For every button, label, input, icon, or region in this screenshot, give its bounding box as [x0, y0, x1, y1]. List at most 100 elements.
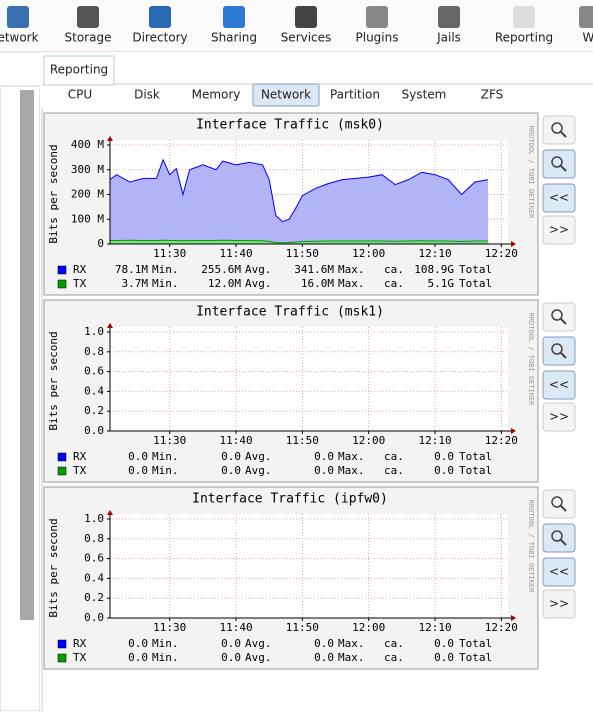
toolbar-icon[interactable] — [7, 6, 29, 28]
zoom-button[interactable] — [542, 523, 576, 553]
scrollbar[interactable] — [20, 90, 34, 620]
y-tick-label: 0.2 — [84, 404, 104, 417]
legend-label: Max. — [338, 651, 365, 664]
nav-button-label[interactable]: >> — [549, 597, 569, 611]
legend-label: Max. — [338, 464, 365, 477]
x-tick-label: 12:00 — [352, 621, 385, 634]
legend-label: Min. — [152, 637, 179, 650]
toolbar-icon[interactable] — [579, 6, 593, 28]
toolbar-label[interactable]: Plugins — [356, 31, 399, 45]
nav-button[interactable] — [542, 402, 576, 432]
toolbar-label[interactable]: Jails — [436, 31, 461, 45]
zoom-button[interactable] — [542, 336, 576, 366]
zoom-icon[interactable] — [560, 165, 567, 172]
legend-value: 255.6M — [201, 263, 241, 276]
zoom-button[interactable] — [542, 302, 576, 332]
y-tick-label: 0.2 — [84, 591, 104, 604]
zoom-button[interactable] — [542, 489, 576, 519]
zoom-icon[interactable] — [560, 539, 567, 546]
toolbar-label[interactable]: Directory — [132, 31, 187, 45]
tab[interactable] — [43, 55, 115, 86]
subtab-label[interactable]: Partition — [330, 88, 380, 102]
nav-button-label[interactable]: << — [549, 378, 569, 392]
legend-name: RX — [73, 450, 87, 463]
nav-button[interactable] — [542, 589, 576, 619]
x-tick-label: 12:10 — [418, 434, 451, 447]
legend-value: 108.9G — [414, 263, 454, 276]
zoom-icon[interactable] — [560, 352, 567, 359]
nav-button-label[interactable]: << — [549, 191, 569, 205]
tab-label[interactable]: Reporting — [50, 63, 108, 77]
toolbar-label[interactable]: Services — [281, 31, 332, 45]
toolbar-label[interactable]: etwork — [0, 31, 39, 45]
y-tick-label: 0.0 — [84, 424, 104, 437]
zoom-button[interactable] — [542, 149, 576, 179]
subtab-label[interactable]: Network — [261, 88, 311, 102]
zoom-icon[interactable] — [560, 505, 567, 512]
legend-name: TX — [73, 464, 87, 477]
legend-value: 0.0 — [434, 637, 454, 650]
y-tick-label: 0.4 — [84, 384, 104, 397]
toolbar-label[interactable]: Wi — [583, 31, 593, 45]
x-tick-label: 12:00 — [352, 247, 385, 260]
nav-button[interactable] — [542, 557, 576, 587]
zoom-icon[interactable] — [551, 496, 563, 508]
toolbar-icon[interactable] — [149, 6, 171, 28]
nav-button[interactable] — [542, 215, 576, 245]
toolbar-icon[interactable] — [223, 6, 245, 28]
subtab-active[interactable] — [252, 83, 320, 107]
axis-arrow — [511, 241, 516, 247]
chart-title: Interface Traffic (ipfw0) — [192, 492, 388, 507]
y-tick-label: 0 — [97, 237, 104, 250]
x-tick-label: 11:50 — [286, 247, 319, 260]
y-tick-label: 400 M — [71, 138, 104, 151]
zoom-icon[interactable] — [560, 131, 567, 138]
zoom-icon[interactable] — [551, 309, 563, 321]
x-tick-label: 11:30 — [153, 247, 186, 260]
zoom-icon[interactable] — [551, 156, 563, 168]
side-text: RRDTOOL / TOBI OETIKER — [527, 500, 535, 594]
x-tick-label: 11:50 — [286, 621, 319, 634]
legend-value: 0.0 — [314, 637, 334, 650]
side-text: RRDTOOL / TOBI OETIKER — [527, 126, 535, 220]
legend-label: ca. — [384, 651, 404, 664]
legend-value: 0.0 — [128, 651, 148, 664]
toolbar-icon[interactable] — [513, 6, 535, 28]
toolbar-icon[interactable] — [77, 6, 99, 28]
subtab-label[interactable]: CPU — [68, 88, 92, 102]
area-fill — [110, 159, 489, 244]
toolbar-label[interactable]: Reporting — [495, 31, 553, 45]
y-tick-label: 0.8 — [84, 345, 104, 358]
legend-swatch — [57, 265, 67, 275]
nav-button-label[interactable]: << — [549, 565, 569, 579]
y-axis-label: Bits per second — [47, 331, 60, 430]
toolbar-icon[interactable] — [295, 6, 317, 28]
nav-button-label[interactable]: >> — [549, 223, 569, 237]
zoom-icon[interactable] — [551, 122, 563, 134]
legend-value: 16.0M — [301, 277, 334, 290]
toolbar-icon[interactable] — [438, 6, 460, 28]
subtab-label[interactable]: Memory — [192, 88, 241, 102]
nav-button-label[interactable]: >> — [549, 410, 569, 424]
legend-label: Total — [459, 277, 492, 290]
toolbar-icon[interactable] — [366, 6, 388, 28]
y-tick-label: 200 M — [71, 188, 104, 201]
zoom-icon[interactable] — [551, 343, 563, 355]
x-tick-label: 11:40 — [219, 621, 252, 634]
zoom-icon[interactable] — [560, 318, 567, 325]
zoom-icon[interactable] — [551, 530, 563, 542]
zoom-button[interactable] — [542, 115, 576, 145]
legend-label: Max. — [338, 450, 365, 463]
legend-label: Avg. — [245, 263, 272, 276]
legend-value: 12.0M — [208, 277, 241, 290]
subtab-label[interactable]: System — [402, 88, 447, 102]
nav-button[interactable] — [542, 370, 576, 400]
legend-value: 0.0 — [314, 651, 334, 664]
x-tick-label: 12:20 — [485, 434, 518, 447]
toolbar-label[interactable]: Sharing — [211, 31, 257, 45]
subtab-label[interactable]: Disk — [134, 88, 160, 102]
subtab-label[interactable]: ZFS — [481, 88, 504, 102]
toolbar-label[interactable]: Storage — [65, 31, 112, 45]
nav-button[interactable] — [542, 183, 576, 213]
